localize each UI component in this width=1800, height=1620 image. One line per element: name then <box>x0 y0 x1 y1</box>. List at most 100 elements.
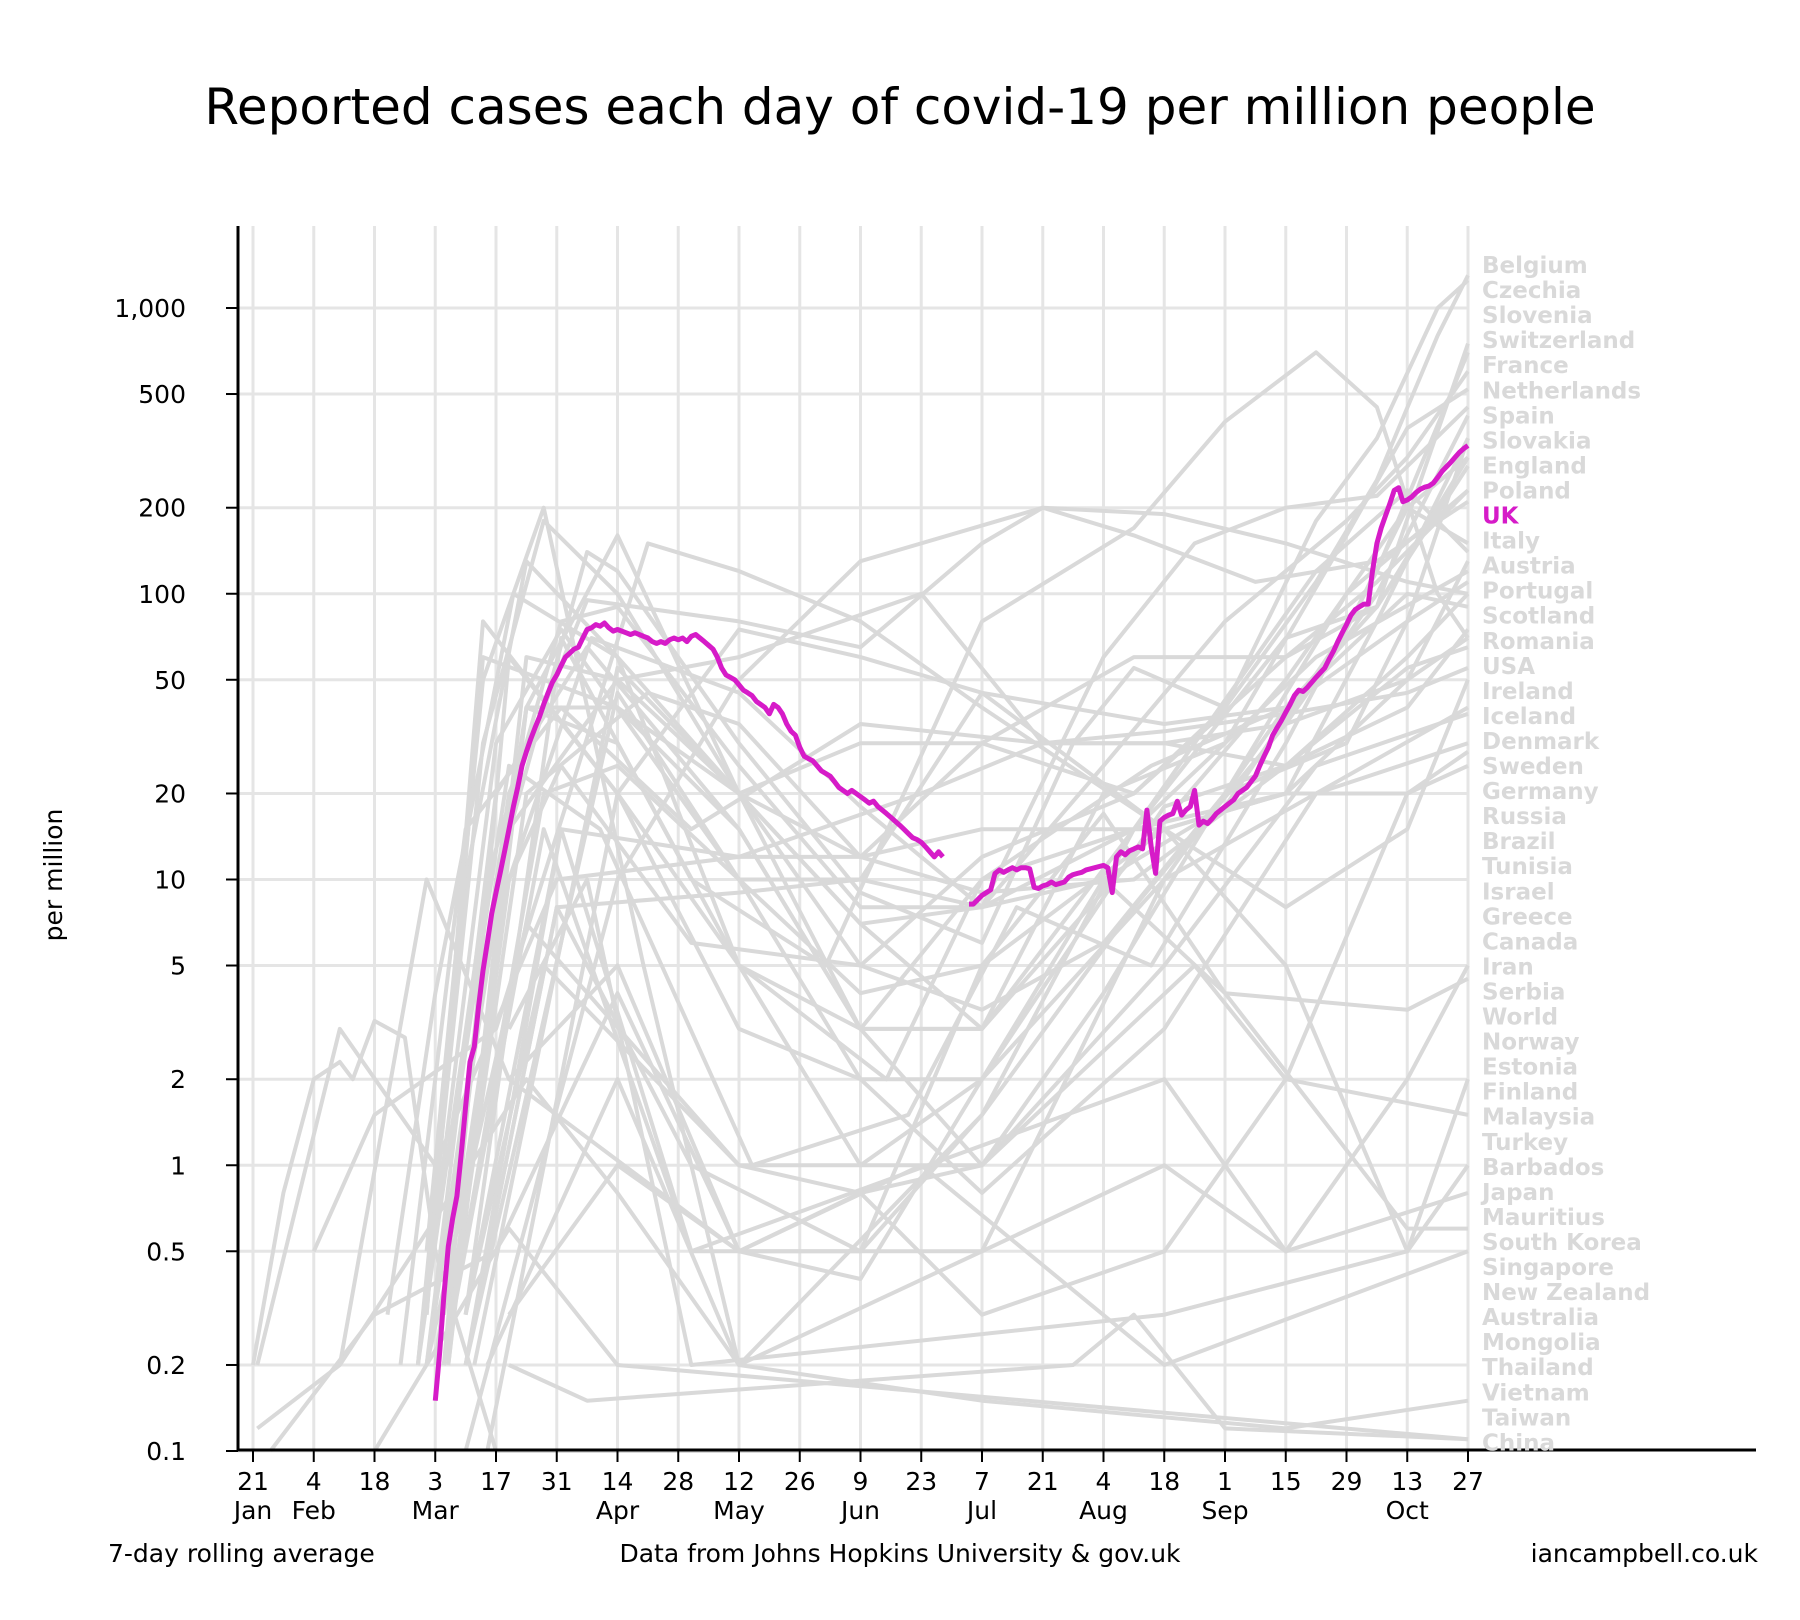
legend-entry-romania: Romania <box>1482 629 1595 655</box>
series-line-malaysia <box>463 750 1470 1317</box>
series-line-sweden <box>424 591 1470 1366</box>
x-tick-day: 26 <box>784 1467 816 1496</box>
series-line-brazil <box>463 505 1469 1452</box>
legend-entry-world: World <box>1482 1005 1558 1031</box>
y-tick-label: 5 <box>170 952 186 981</box>
series-line-australia <box>441 811 1468 1366</box>
legend-entry-mongolia: Mongolia <box>1482 1330 1601 1356</box>
legend-entry-japan: Japan <box>1480 1180 1554 1206</box>
x-tick-day: 18 <box>359 1467 391 1496</box>
legend-entry-uk: UK <box>1482 504 1520 530</box>
legend-entry-finland: Finland <box>1482 1080 1578 1106</box>
x-tick-month: Jun <box>839 1496 880 1525</box>
legend-entry-usa: USA <box>1482 654 1535 680</box>
x-tick-month: Jul <box>965 1496 997 1525</box>
y-tick-label: 2 <box>170 1065 186 1094</box>
legend-entry-iran: Iran <box>1482 954 1534 980</box>
series-line-turkey <box>472 665 1469 1366</box>
legend: BelgiumCzechiaSloveniaSwitzerlandFranceN… <box>1480 253 1650 1456</box>
gridlines <box>238 226 1470 1453</box>
legend-entry-singapore: Singapore <box>1482 1255 1614 1281</box>
series-line-iceland <box>424 488 1470 1367</box>
legend-entry-norway: Norway <box>1482 1030 1579 1056</box>
y-tick-label: 100 <box>138 580 186 609</box>
y-tick-label: 0.1 <box>146 1437 186 1466</box>
x-tick-day: 15 <box>1270 1467 1302 1496</box>
footer-credit: iancampbell.co.uk <box>1530 1539 1758 1568</box>
series-line-world <box>255 666 1469 1366</box>
series-line-czechia <box>441 278 1470 1366</box>
series-line-thailand <box>256 1077 1469 1431</box>
legend-entry-russia: Russia <box>1482 804 1567 830</box>
series-line-serbia <box>463 679 1470 1366</box>
x-tick-month: Oct <box>1386 1496 1429 1525</box>
legend-entry-south-korea: South Korea <box>1482 1230 1642 1256</box>
legend-entry-canada: Canada <box>1482 929 1578 955</box>
x-tick-day: 27 <box>1452 1467 1484 1496</box>
x-tick-day: 4 <box>306 1467 322 1496</box>
series-line-uk <box>432 443 1470 1401</box>
series-line-new-zealand <box>463 827 1469 1366</box>
series-line-mauritius <box>507 877 1470 1367</box>
legend-entry-australia: Australia <box>1482 1305 1599 1331</box>
x-tick-day: 21 <box>237 1467 269 1496</box>
x-tick-month: May <box>713 1496 765 1525</box>
x-tick-month: Feb <box>292 1496 336 1525</box>
series-line-japan <box>268 877 1469 1453</box>
y-axis-ticks: 1,000 500 200 100 50 20 10 5 2 1 0.5 0.2 0.1 <box>114 294 238 1466</box>
x-tick-day: 3 <box>427 1467 443 1496</box>
legend-entry-ireland: Ireland <box>1482 679 1574 705</box>
x-tick-day: 1 <box>1217 1467 1233 1496</box>
legend-entry-sweden: Sweden <box>1482 754 1584 780</box>
x-tick-day: 9 <box>853 1467 869 1496</box>
y-tick-label: 1 <box>170 1151 186 1180</box>
x-tick-day: 17 <box>480 1467 512 1496</box>
legend-entry-mauritius: Mauritius <box>1482 1205 1605 1231</box>
series-line-estonia <box>441 705 1469 1252</box>
legend-entry-china: China <box>1482 1430 1555 1456</box>
series-line-italy <box>385 437 1470 1315</box>
legend-entry-germany: Germany <box>1482 779 1599 805</box>
x-tick-month: Jan <box>232 1496 273 1525</box>
footer-note: 7-day rolling average <box>108 1539 375 1568</box>
legend-entry-vietnam: Vietnam <box>1482 1380 1590 1406</box>
x-tick-day: 21 <box>1027 1467 1059 1496</box>
legend-entry-taiwan: Taiwan <box>1482 1405 1571 1431</box>
x-tick-day: 31 <box>541 1467 573 1496</box>
y-tick-label: 10 <box>154 866 186 895</box>
legend-entry-spain: Spain <box>1482 403 1555 429</box>
series-line-singapore <box>311 541 1470 1254</box>
series-line-mongolia <box>507 1163 1469 1367</box>
x-tick-day: 14 <box>602 1467 634 1496</box>
chart-title: Reported cases each day of covid-19 per … <box>204 78 1596 136</box>
legend-entry-new-zealand: New Zealand <box>1482 1280 1650 1306</box>
legend-entry-israel: Israel <box>1482 879 1555 905</box>
legend-entry-barbados: Barbados <box>1482 1155 1604 1181</box>
series-line-vietnam <box>508 1312 1469 1442</box>
x-tick-month: Sep <box>1201 1496 1248 1525</box>
legend-entry-slovakia: Slovakia <box>1482 428 1591 454</box>
y-tick-label: 200 <box>138 494 186 523</box>
legend-entry-turkey: Turkey <box>1482 1130 1568 1156</box>
legend-entry-brazil: Brazil <box>1482 829 1556 855</box>
y-tick-label: 500 <box>138 380 186 409</box>
series-line-barbados <box>507 963 1470 1254</box>
legend-entry-thailand: Thailand <box>1482 1355 1594 1381</box>
x-tick-month: Apr <box>596 1496 640 1525</box>
y-tick-label: 0.5 <box>146 1237 186 1266</box>
series-line-portugal <box>446 464 1470 1366</box>
legend-entry-tunisia: Tunisia <box>1482 854 1573 880</box>
y-axis-label: per million <box>39 809 68 942</box>
series-line-spain <box>415 405 1470 1366</box>
x-tick-day: 23 <box>905 1467 937 1496</box>
footer-source: Data from Johns Hopkins University & gov… <box>619 1539 1181 1568</box>
legend-entry-greece: Greece <box>1482 904 1573 930</box>
legend-entry-france: France <box>1482 353 1569 379</box>
legend-entry-england: England <box>1482 453 1587 479</box>
legend-entry-belgium: Belgium <box>1482 253 1588 279</box>
x-tick-month: Mar <box>412 1496 460 1525</box>
legend-entry-poland: Poland <box>1482 478 1571 504</box>
x-tick-day: 13 <box>1391 1467 1423 1496</box>
series-line-romania <box>463 488 1470 1316</box>
